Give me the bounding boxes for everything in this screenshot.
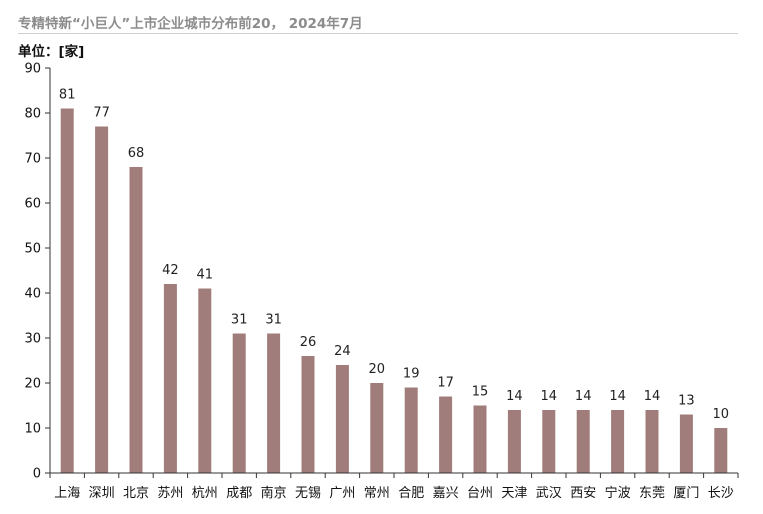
bar-10	[404, 387, 418, 473]
bar-5	[232, 333, 246, 473]
data-label: 42	[162, 263, 179, 278]
x-tick-label: 南京	[261, 485, 287, 501]
bars: 81 77 68 42 41 31 31 26 24 20 19 17 15 14 14 14 14 14 13 10	[59, 88, 730, 473]
data-label: 14	[506, 389, 523, 404]
bar-3	[163, 284, 177, 473]
x-tick-label: 合肥	[398, 486, 424, 501]
bar-9	[370, 383, 384, 473]
data-label: 15	[472, 385, 489, 400]
y-tick-label: 20	[24, 377, 41, 392]
x-tick-label: 深圳	[89, 486, 115, 501]
bar-18	[679, 414, 693, 473]
bar-12	[473, 405, 487, 473]
x-tick-label: 上海	[54, 486, 80, 501]
data-label: 81	[59, 88, 76, 103]
data-label: 19	[403, 367, 420, 382]
bar-0	[60, 108, 74, 473]
y-tick-label: 70	[24, 152, 41, 167]
x-tick-label: 杭州	[192, 486, 218, 501]
data-label: 68	[128, 146, 145, 161]
y-tick-label: 40	[24, 287, 41, 302]
x-tick-label: 厦门	[673, 486, 699, 501]
data-label: 14	[609, 389, 626, 404]
title-divider	[18, 33, 738, 34]
data-label: 14	[541, 389, 558, 404]
y-tick-label: 50	[24, 242, 41, 257]
bar-4	[198, 288, 212, 473]
y-axis: 0 10 20 30 40 50 60 70 80 90	[24, 62, 51, 482]
y-tick-label: 90	[24, 62, 41, 77]
x-tick-label: 西安	[570, 486, 596, 501]
bar-17	[645, 410, 659, 473]
y-tick-label: 10	[24, 422, 41, 437]
unit-label: 单位：[家]	[18, 44, 85, 60]
bar-19	[714, 428, 728, 473]
data-label: 14	[575, 389, 592, 404]
x-tick-label: 东莞	[639, 486, 665, 501]
bar-14	[542, 410, 556, 473]
bar-2	[129, 167, 143, 473]
bar-15	[576, 410, 590, 473]
data-label: 77	[93, 106, 110, 121]
chart-title: 专精特新“小巨人”上市企业城市分布前20， 2024年7月	[18, 16, 363, 32]
bar-6	[267, 333, 281, 473]
bar-7	[301, 356, 315, 473]
y-tick-label: 0	[33, 467, 41, 482]
x-tick-label: 成都	[226, 486, 252, 501]
bar-16	[611, 410, 625, 473]
x-tick-label: 广州	[329, 486, 355, 501]
data-label: 13	[678, 394, 695, 409]
y-tick-label: 60	[24, 197, 41, 212]
x-tick-label: 常州	[364, 486, 390, 501]
x-tick-label: 长沙	[708, 486, 734, 501]
y-tick-label: 30	[24, 332, 41, 347]
bar-11	[439, 396, 453, 473]
data-label: 31	[231, 313, 248, 328]
data-label: 31	[265, 313, 282, 328]
data-label: 24	[334, 344, 351, 359]
x-tick-label: 宁波	[605, 485, 631, 501]
x-tick-label: 天津	[501, 486, 527, 501]
x-tick-label: 北京	[123, 486, 149, 501]
x-tick-label: 武汉	[536, 486, 562, 501]
data-label: 14	[644, 389, 661, 404]
x-axis: 上海 深圳 北京 苏州 杭州 成都 南京 无锡 广州 常州 合肥 嘉兴 台州 天津 武汉 西安 宁波 东莞 厦门 长沙	[49, 472, 739, 501]
y-tick-label: 80	[24, 107, 41, 122]
bar-1	[95, 126, 109, 473]
x-tick-label: 无锡	[295, 486, 321, 501]
bar-8	[335, 365, 349, 473]
data-label: 41	[197, 268, 214, 283]
x-tick-label: 嘉兴	[433, 486, 459, 501]
bar-13	[507, 410, 521, 473]
data-label: 26	[300, 335, 317, 350]
data-label: 20	[369, 362, 386, 377]
data-label: 17	[437, 376, 454, 391]
data-label: 10	[713, 407, 730, 422]
x-tick-label: 苏州	[157, 485, 183, 501]
x-tick-label: 台州	[467, 486, 493, 501]
